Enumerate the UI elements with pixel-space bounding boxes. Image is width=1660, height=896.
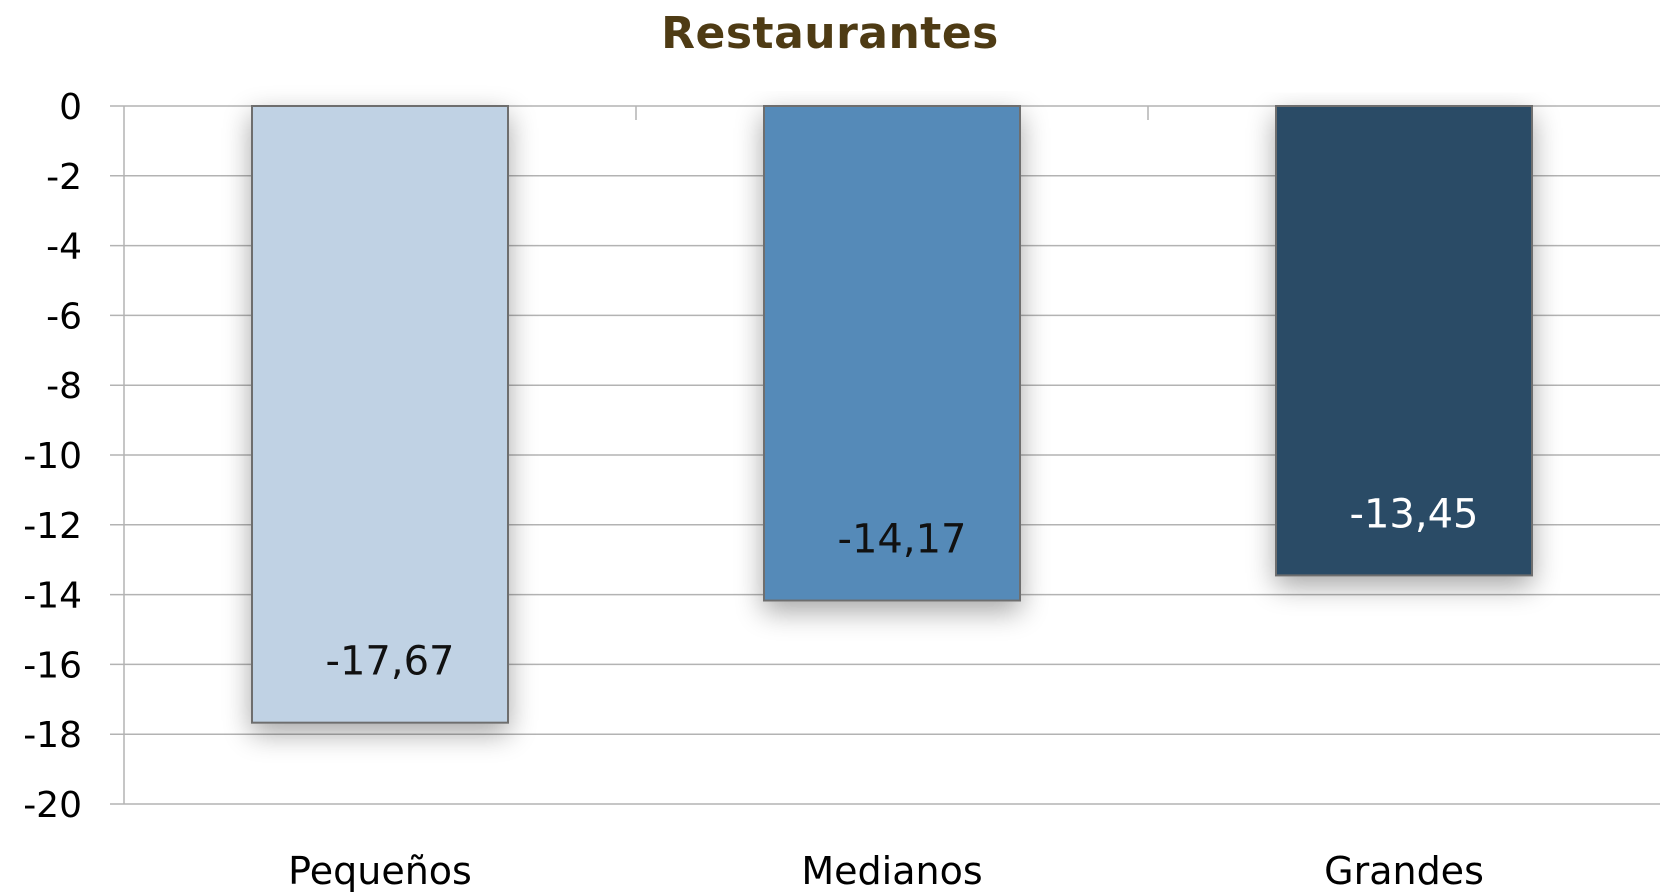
y-tick-label: -8 <box>46 366 82 407</box>
y-tick-label: -4 <box>46 227 82 268</box>
y-axis: 0 -2 -4 -6 -8 -10 -12 -14 -16 -18 -20 <box>23 87 1149 826</box>
y-tick-label: -20 <box>23 785 82 826</box>
x-tick-label: Pequeños <box>288 849 472 892</box>
chart-title: Restaurantes <box>661 8 999 59</box>
data-label: -13,45 <box>1350 491 1479 537</box>
y-tick-label: -2 <box>46 157 82 198</box>
bar-pequeos <box>251 105 509 724</box>
bar-grandes <box>1275 105 1533 577</box>
y-tick-label: -10 <box>23 436 82 477</box>
y-tick-label: -14 <box>23 576 82 617</box>
data-labels: -17,67 -14,17 -13,45 <box>326 491 1479 684</box>
x-axis: Pequeños Medianos Grandes <box>288 849 1484 893</box>
y-tick-label: -18 <box>23 715 82 756</box>
y-tick-label: -12 <box>23 506 82 547</box>
y-tick-label: 0 <box>59 87 82 128</box>
bar-medianos <box>763 105 1021 602</box>
y-tick-label: -6 <box>46 296 82 337</box>
bars <box>251 105 1533 724</box>
data-label: -14,17 <box>838 517 967 563</box>
data-label: -17,67 <box>326 639 455 685</box>
x-tick-label: Grandes <box>1324 849 1484 892</box>
x-tick-label: Medianos <box>801 849 982 892</box>
y-tick-label: -16 <box>23 645 82 686</box>
